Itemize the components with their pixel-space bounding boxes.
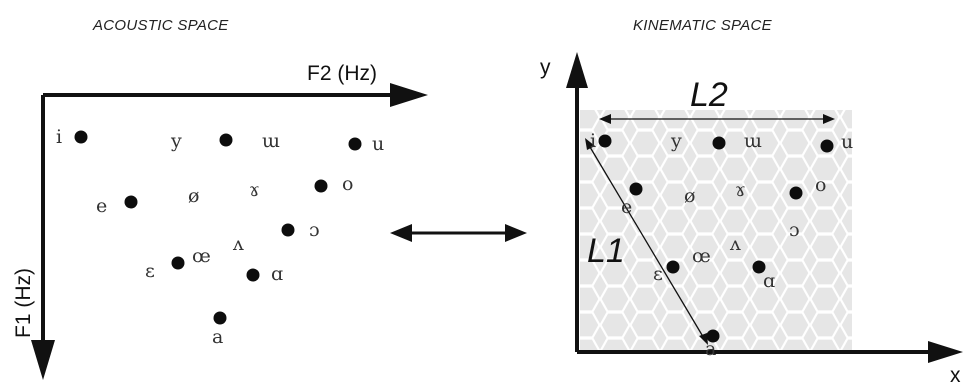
acoustic-vowel-label: ɔ <box>309 219 320 241</box>
kinematic-vowel-label: e <box>621 196 632 218</box>
double-arrow <box>390 224 527 242</box>
kinematic-vowel-label: a <box>705 338 716 360</box>
kinematic-vowel-dot <box>598 134 612 148</box>
acoustic-vowel-label: ʌ <box>232 233 244 255</box>
y-axis-label: y <box>540 56 551 79</box>
acoustic-space-title: ACOUSTIC SPACE <box>92 17 229 34</box>
kinematic-vowel-label: ɔ <box>789 219 800 241</box>
acoustic-vowel-dot <box>74 130 88 144</box>
x-axis-label: x <box>950 364 961 386</box>
kinematic-vowel-label: ʌ <box>729 233 741 255</box>
kinematic-vowel-label: ɯ <box>744 130 762 152</box>
acoustic-vowel-label: e <box>96 195 107 217</box>
kinematic-vowel-dot <box>820 139 834 153</box>
kinematic-vowel-label: ɑ <box>763 270 775 292</box>
acoustic-axes <box>31 83 428 380</box>
y-arrowhead <box>566 52 588 88</box>
f2-axis-label: F2 (Hz) <box>307 62 377 85</box>
kinematic-vowel-dot <box>706 329 720 343</box>
kinematic-vowel-label: o <box>815 174 826 196</box>
kinematic-vowel-label: ɤ <box>735 179 746 201</box>
acoustic-vowel-label: a <box>212 326 223 348</box>
kinematic-vowel-dot <box>789 186 803 200</box>
acoustic-vowel-points <box>74 130 362 325</box>
kinematic-vowel-label: ø <box>684 185 695 207</box>
kinematic-vowel-labels: i y ɯ u e ø ɤ o ɔ ɛ œʌɑ a <box>590 130 853 360</box>
l1-label: L1 <box>587 232 625 270</box>
l2-label: L2 <box>690 76 728 114</box>
acoustic-vowel-dot <box>348 137 362 151</box>
kinematic-space-title: KINEMATIC SPACE <box>633 17 773 34</box>
kinematic-vowel-points <box>598 134 834 343</box>
kinematic-vowel-label: ɛ <box>653 263 663 285</box>
kinematic-axes <box>566 52 963 363</box>
acoustic-vowel-dot <box>314 179 328 193</box>
kinematic-vowel-dot <box>666 260 680 274</box>
f2-arrowhead <box>390 83 428 107</box>
acoustic-vowel-label: ɛ <box>145 260 155 282</box>
kinematic-vowel-label: u <box>841 131 853 153</box>
acoustic-vowel-labels: i y ɯ u e ø ɤ o ɔ ɛ œʌ ɑ a <box>56 126 384 348</box>
kinematic-vowel-label: i <box>590 130 596 152</box>
kinematic-vowel-label: y <box>670 130 682 152</box>
f1-axis-label: F1 (Hz) <box>12 268 35 338</box>
kinematic-vowel-dot <box>752 260 766 274</box>
x-arrowhead <box>928 341 963 363</box>
f1-arrowhead <box>31 340 55 380</box>
kinematic-vowel-dot <box>629 182 643 196</box>
acoustic-vowel-dot <box>213 311 227 325</box>
acoustic-vowel-dot <box>124 195 138 209</box>
acoustic-vowel-dot <box>171 256 185 270</box>
hexagonal-tissue-mesh <box>580 110 852 350</box>
l2-measure-arrow <box>599 114 835 124</box>
acoustic-vowel-label: o <box>342 173 353 195</box>
acoustic-vowel-dot <box>246 268 260 282</box>
l1-measure-arrow <box>585 138 708 345</box>
acoustic-vowel-label: y <box>170 130 182 152</box>
kinematic-vowel-label: œ <box>692 245 711 267</box>
acoustic-vowel-dot <box>219 133 233 147</box>
acoustic-vowel-label: ɑ <box>271 263 283 285</box>
kinematic-vowel-dot <box>712 136 726 150</box>
acoustic-vowel-label: i <box>56 126 62 148</box>
acoustic-vowel-label: ɯ <box>262 130 280 152</box>
acoustic-vowel-label: ɤ <box>249 179 260 201</box>
acoustic-vowel-label: ø <box>188 185 199 207</box>
acoustic-vowel-dot <box>281 223 295 237</box>
acoustic-vowel-label: œ <box>192 245 211 267</box>
acoustic-vowel-label: u <box>372 133 384 155</box>
